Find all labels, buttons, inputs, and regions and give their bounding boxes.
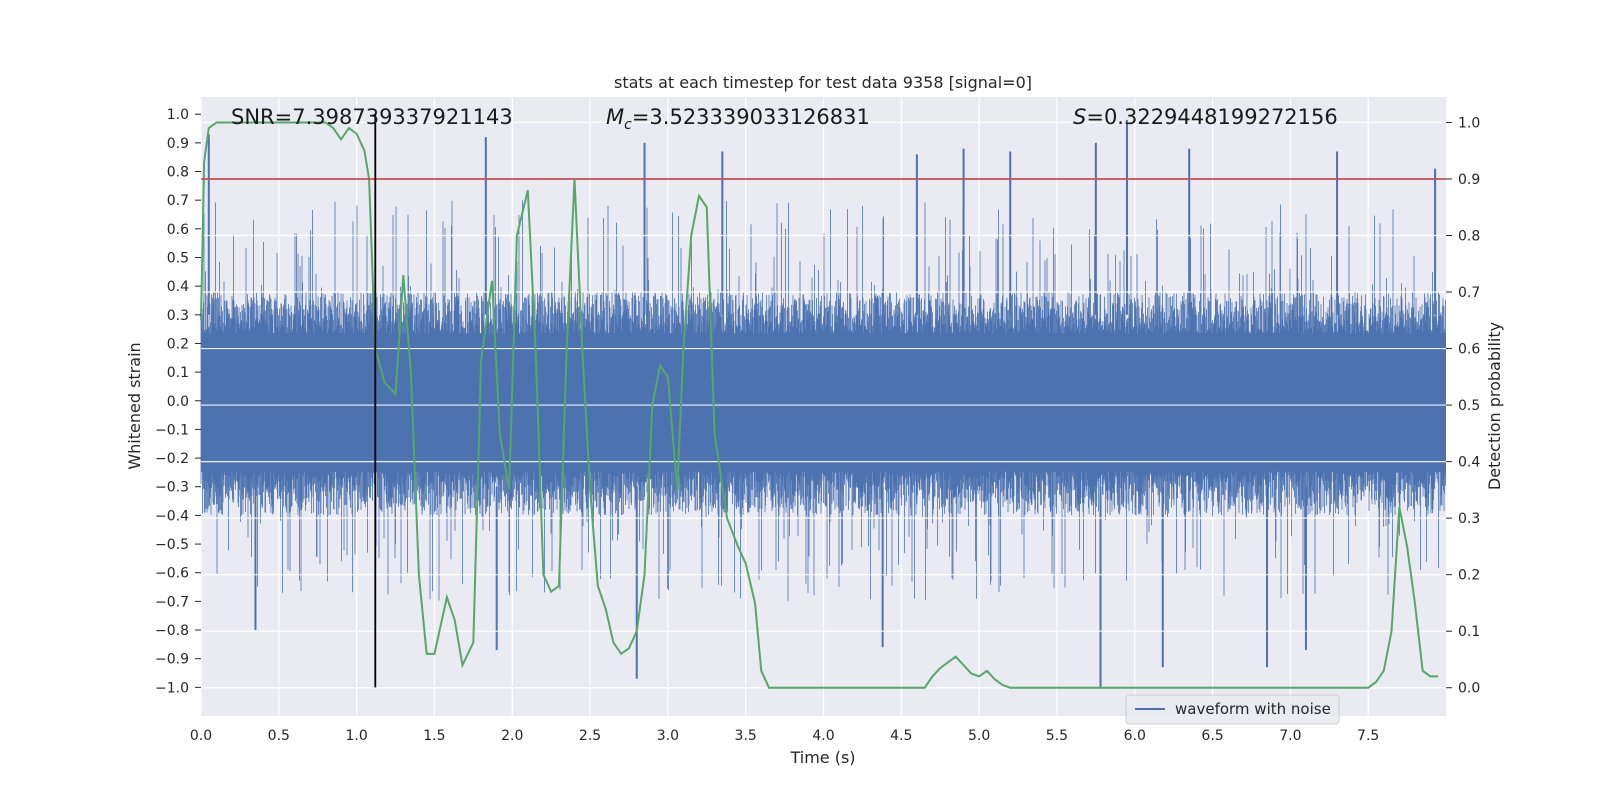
x-tick-label: 5.0: [968, 728, 990, 744]
legend-label: waveform with noise: [1175, 700, 1331, 718]
y-right-tick-label: 0.4: [1458, 455, 1480, 471]
x-tick-label: 1.5: [423, 728, 445, 744]
y-right-tick-label: 0.8: [1458, 228, 1480, 244]
y-left-tick-label: −0.4: [155, 508, 189, 524]
x-tick-label: 0.5: [268, 728, 290, 744]
x-tick-label: 5.5: [1046, 728, 1068, 744]
y-right-tick-label: 0.3: [1458, 511, 1480, 527]
x-tick-label: 6.0: [1124, 728, 1146, 744]
probability-line: [200, 121, 1439, 689]
y-axis-right-label: Detection probability: [1485, 322, 1504, 490]
y-left-tick-label: 0.8: [167, 165, 189, 181]
y-left-tick-label: −0.2: [155, 451, 189, 467]
y-right-tick-label: 0.1: [1458, 624, 1480, 640]
y-left-tick-label: 0.3: [167, 308, 189, 324]
y-right-tick-label: 1.0: [1458, 115, 1480, 131]
y-axis-left-ticks: 1.0 0.9 0.8 0.7 0.6 0.5 0.4 0.3 0.2 0.1 0.0 −0.1 −0.…: [155, 107, 201, 696]
x-tick-label: 2.5: [579, 728, 601, 744]
x-tick-label: 3.5: [735, 728, 757, 744]
x-tick-label: 1.0: [345, 728, 367, 744]
y-left-tick-label: −0.8: [155, 623, 189, 639]
y-left-tick-label: 0.0: [167, 394, 189, 410]
y-left-tick-label: −0.1: [155, 422, 189, 438]
y-left-tick-label: 0.2: [167, 336, 189, 352]
x-tick-label: 2.0: [501, 728, 523, 744]
waveform-core: [201, 333, 1446, 472]
probability-series: [200, 121, 1439, 689]
chirp-mass-annotation: Mc=3.523339033126831: [606, 105, 870, 133]
x-tick-label: 4.0: [812, 728, 834, 744]
chart-title: stats at each timestep for test data 935…: [614, 73, 1032, 92]
snr-annotation: SNR=7.398739337921143: [231, 105, 513, 129]
y-right-tick-label: 0.6: [1458, 342, 1480, 358]
y-left-tick-label: −0.6: [155, 566, 189, 582]
y-axis-left-label: Whitened strain: [125, 342, 144, 469]
x-tick-label: 7.0: [1279, 728, 1301, 744]
x-tick-label: 3.0: [657, 728, 679, 744]
y-left-tick-label: 1.0: [167, 107, 189, 123]
y-left-tick-label: 0.4: [167, 279, 189, 295]
y-left-tick-label: 0.6: [167, 222, 189, 238]
y-left-tick-label: −0.3: [155, 480, 189, 496]
score-annotation: S=0.3229448199272156: [1073, 105, 1338, 129]
y-left-tick-label: 0.9: [167, 136, 189, 152]
x-tick-label: 4.5: [890, 728, 912, 744]
y-right-tick-label: 0.7: [1458, 285, 1480, 301]
y-left-tick-label: −0.9: [155, 652, 189, 668]
y-left-tick-label: 0.7: [167, 193, 189, 209]
x-axis-ticks: 0.0 0.5 1.0 1.5 2.0 2.5 3.0 3.5 4.0 4.5 5.0 5.5 6.0 6…: [190, 728, 1379, 744]
y-right-tick-label: 0.9: [1458, 172, 1480, 188]
legend: waveform with noise: [1125, 694, 1340, 725]
x-axis-label: Time (s): [789, 748, 855, 767]
y-right-tick-label: 0.5: [1458, 398, 1480, 414]
x-tick-label: 6.5: [1201, 728, 1223, 744]
x-tick-label: 0.0: [190, 728, 212, 744]
x-tick-label: 7.5: [1357, 728, 1379, 744]
y-left-tick-label: 0.1: [167, 365, 189, 381]
y-right-tick-label: 0.2: [1458, 568, 1480, 584]
y-left-tick-label: −1.0: [155, 680, 189, 696]
y-right-tick-label: 0.0: [1458, 681, 1480, 697]
y-left-tick-label: −0.7: [155, 594, 189, 610]
y-left-tick-label: −0.5: [155, 537, 189, 553]
y-left-tick-label: 0.5: [167, 250, 189, 266]
y-axis-right-ticks: 1.0 0.9 0.8 0.7 0.6 0.5 0.4 0.3 0.2 0.1 0.0: [1446, 115, 1480, 697]
